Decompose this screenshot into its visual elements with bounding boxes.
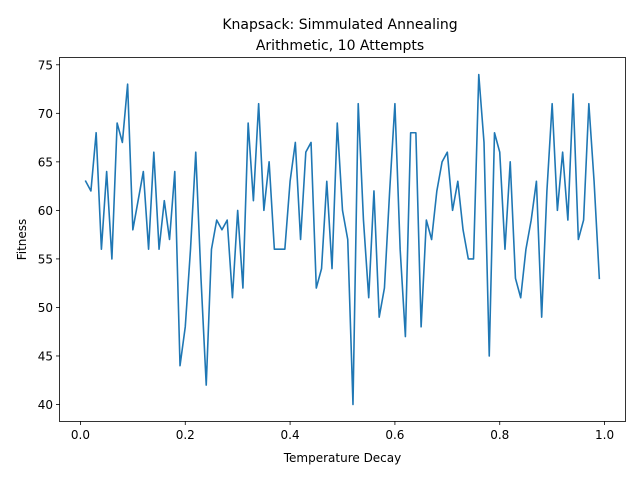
- y-tick-label: 40: [38, 398, 53, 412]
- x-tick-label: 0.4: [281, 428, 300, 442]
- y-tick-label: 60: [38, 204, 53, 218]
- y-tick-label: 75: [38, 58, 53, 72]
- x-tick-label: 0.6: [385, 428, 404, 442]
- y-tick-label: 50: [38, 301, 53, 315]
- x-tick-label: 1.0: [595, 428, 614, 442]
- y-tick-label: 65: [38, 155, 53, 169]
- x-tick-label: 0.2: [176, 428, 195, 442]
- chart-subtitle: Arithmetic, 10 Attempts: [256, 38, 424, 54]
- y-tick-label: 70: [38, 107, 53, 121]
- y-axis-ticks: 40 45 50 55 60 65 70 75: [38, 58, 60, 412]
- x-axis-ticks: 0.0 0.2 0.4 0.6 0.8 1.0: [71, 421, 614, 442]
- y-axis-title: Fitness: [15, 219, 29, 261]
- series-line: [84, 73, 601, 406]
- plot-frame: [59, 57, 626, 422]
- chart-title: Knapsack: Simmulated Annealing: [222, 17, 457, 33]
- y-tick-label: 55: [38, 252, 53, 266]
- x-tick-label: 0.0: [71, 428, 90, 442]
- y-tick-label: 45: [38, 349, 53, 363]
- x-tick-label: 0.8: [490, 428, 509, 442]
- x-axis-title: Temperature Decay: [283, 451, 402, 465]
